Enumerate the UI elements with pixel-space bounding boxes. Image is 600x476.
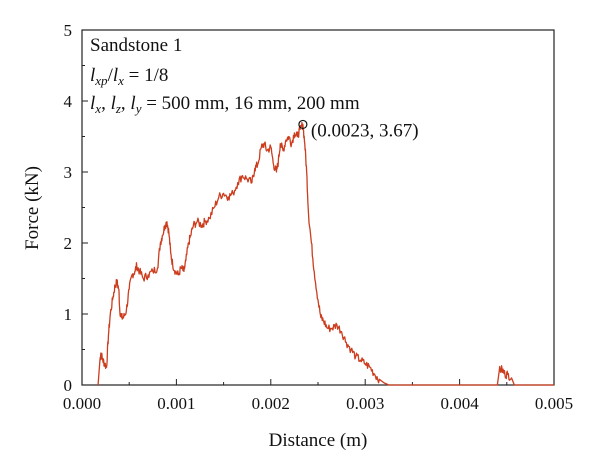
x-tick-label: 0.004: [440, 394, 479, 413]
tick-labels: 0.000 0.001 0.002 0.003 0.004 0.005 0 1 2 3 4 5: [63, 21, 573, 413]
y-tick-label: 1: [64, 305, 73, 324]
force-series-line: [97, 121, 554, 386]
y-tick-label: 4: [64, 92, 73, 111]
peak-label: (0.0023, 3.67): [311, 120, 419, 141]
x-tick-label: 0.000: [63, 394, 101, 413]
x-tick-label: 0.003: [346, 394, 384, 413]
x-tick-label: 0.005: [535, 394, 573, 413]
dimensions-annotation: lx, lz, ly = 500 mm, 16 mm, 200 mm: [90, 93, 360, 116]
y-axis-title: Force (kN): [22, 166, 43, 250]
y-tick-label: 5: [64, 21, 73, 40]
y-tick-label: 2: [64, 234, 73, 253]
y-tick-label: 3: [64, 163, 73, 182]
ratio-annotation: lxp/lx = 1/8: [90, 65, 168, 88]
y-tick-label: 0: [64, 376, 73, 395]
specimen-label: Sandstone 1: [90, 35, 182, 56]
x-tick-label: 0.002: [252, 394, 290, 413]
x-tick-label: 0.001: [157, 394, 195, 413]
peak-marker: [298, 119, 308, 130]
x-axis-title: Distance (m): [269, 430, 368, 451]
axis-ticks: [81, 29, 555, 386]
